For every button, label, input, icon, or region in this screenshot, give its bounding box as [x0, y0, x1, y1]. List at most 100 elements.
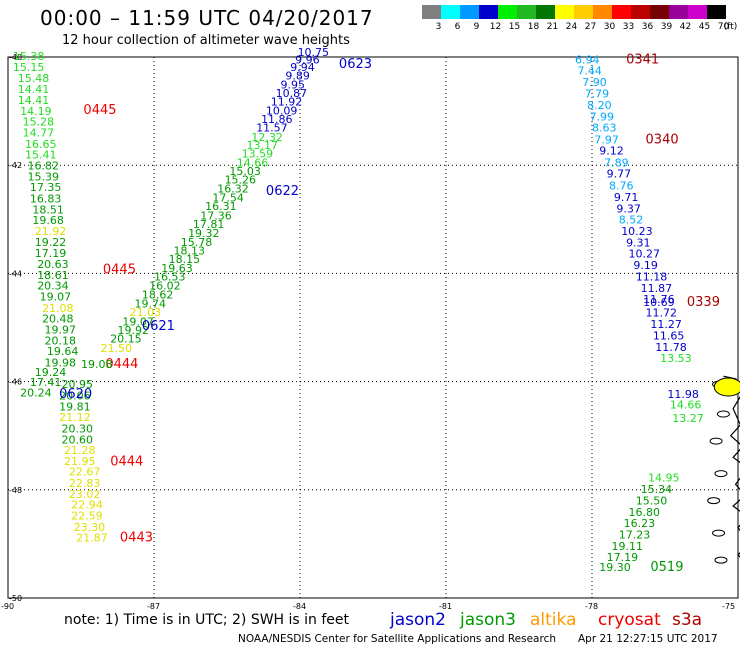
swh-value: 13.17 — [246, 139, 278, 152]
pass-time-label: 0340 — [646, 133, 679, 148]
swh-value: 19.11 — [611, 540, 643, 553]
swh-value: 9.77 — [607, 168, 632, 181]
swh-value: 19.07 — [40, 290, 71, 303]
swh-value: 20.48 — [42, 313, 74, 326]
scale-label: 6 — [454, 22, 461, 32]
swh-value: 7.79 — [585, 88, 610, 101]
lat-tick-label: -50 — [9, 594, 22, 603]
scale-label: 24 — [565, 22, 578, 32]
scale-swatch — [479, 5, 498, 19]
swh-value: 21.87 — [76, 532, 108, 545]
swh-value: 17.81 — [193, 218, 225, 231]
lon-tick-label: -87 — [147, 602, 160, 611]
swh-value: 18.13 — [173, 244, 205, 257]
swh-value: 19.81 — [59, 400, 91, 413]
axis-ticks: -40 -42 -44 -46 -48 -50-90 -87 -84 -81 -78 -75 — [1, 53, 735, 611]
swh-value: 16.23 — [624, 517, 656, 530]
swh-value: 15.34 — [641, 483, 673, 496]
swh-value: 9.71 — [614, 191, 639, 204]
swh-value: 7.99 — [590, 110, 615, 123]
island-outline — [716, 410, 730, 418]
scale-label: 42 — [679, 22, 692, 32]
swh-value: 21.28 — [64, 444, 96, 457]
legend-s3a: s3a — [672, 610, 703, 630]
island-outline — [714, 556, 728, 564]
lat-tick-label: -44 — [9, 269, 22, 278]
swh-value: 15.39 — [27, 170, 59, 183]
swh-value: 9.95 — [281, 78, 306, 91]
scale-label: 36 — [641, 22, 654, 32]
pass-time-label: 0622 — [266, 184, 299, 199]
swh-value: 11.72 — [646, 307, 678, 320]
swh-value: 8.52 — [619, 214, 644, 227]
scale-swatch — [460, 5, 479, 19]
swh-value: 21.95 — [64, 455, 96, 468]
island-outline — [712, 529, 726, 537]
pass-time-label: 0445 — [83, 103, 116, 118]
swh-value: 10.23 — [621, 225, 653, 238]
scale-swatch — [536, 5, 555, 19]
swh-value: 9.89 — [285, 70, 310, 83]
swh-value: 13.53 — [660, 352, 692, 365]
swh-value: 16.82 — [27, 160, 59, 173]
swh-value: 22.83 — [69, 477, 101, 490]
scale-label: 70 — [717, 22, 730, 32]
swh-value: 20.24 — [20, 387, 51, 400]
pass-time-label: 0444 — [110, 454, 143, 469]
swh-value: 8.76 — [609, 180, 634, 193]
scale-swatch — [650, 5, 669, 19]
lon-tick-label: -84 — [293, 602, 306, 611]
swh-value: 17.36 — [200, 209, 232, 222]
swh-value: 19.97 — [45, 323, 77, 336]
swh-value: 17.19 — [35, 247, 66, 260]
swh-value: 19.30 — [599, 561, 631, 574]
swh-value: 9.31 — [626, 236, 651, 249]
swh-value: 15.03 — [229, 165, 261, 178]
swh-value: 11.27 — [650, 318, 682, 331]
swh-value: 7.44 — [577, 64, 602, 77]
scale-label: 9 — [473, 22, 480, 32]
swh-value: 14.95 — [648, 472, 680, 485]
swh-value: 20.30 — [62, 422, 94, 435]
page-title: 00:00 – 11:59 UTC 04/20/2017 — [40, 6, 374, 30]
legend-jason3: jason3 — [460, 610, 516, 630]
swh-value: 10.27 — [629, 248, 661, 261]
swh-value: 14.41 — [18, 83, 50, 96]
swh-value: 19.92 — [118, 324, 150, 337]
swh-value: 15.15 — [13, 61, 45, 74]
swh-value: 21.12 — [59, 411, 91, 424]
swh-value: 8.63 — [592, 122, 617, 135]
swh-value: 9.12 — [599, 144, 624, 157]
scale-swatch — [441, 5, 460, 19]
scale-swatch — [574, 5, 593, 19]
pass-time-label: 0623 — [339, 57, 372, 72]
swh-value: 21.03 — [130, 306, 162, 319]
swh-value: 20.60 — [62, 433, 94, 446]
scale-label: 18 — [527, 22, 540, 32]
swh-value: 15.41 — [25, 149, 57, 162]
swh-value: 11.65 — [653, 329, 685, 342]
swh-value: 13.27 — [672, 412, 704, 425]
swh-value: 23.30 — [74, 521, 106, 534]
swh-value: 9.19 — [633, 259, 658, 272]
coastline — [707, 375, 740, 564]
scale-swatch — [555, 5, 574, 19]
swh-value: 20.95 — [62, 378, 94, 391]
swh-value: 17.23 — [619, 528, 651, 541]
swh-value: 17.54 — [212, 191, 244, 204]
swh-value: 18.15 — [169, 253, 201, 266]
swh-value: 16.02 — [149, 280, 181, 293]
legend-altika: altika — [530, 610, 577, 630]
swh-value: 9.94 — [290, 61, 315, 74]
swh-value: 8.20 — [587, 99, 612, 112]
scale-label: 39 — [660, 22, 673, 32]
swh-value: 20.18 — [45, 334, 77, 347]
scale-swatch — [688, 5, 707, 19]
pass-time-label: 0519 — [650, 560, 683, 575]
pass-time-label: 0443 — [120, 531, 153, 546]
scale-swatch — [593, 5, 612, 19]
scale-label: 45 — [698, 22, 711, 32]
pass-time-label: 0621 — [142, 319, 175, 334]
swh-value: 14.77 — [23, 127, 54, 140]
